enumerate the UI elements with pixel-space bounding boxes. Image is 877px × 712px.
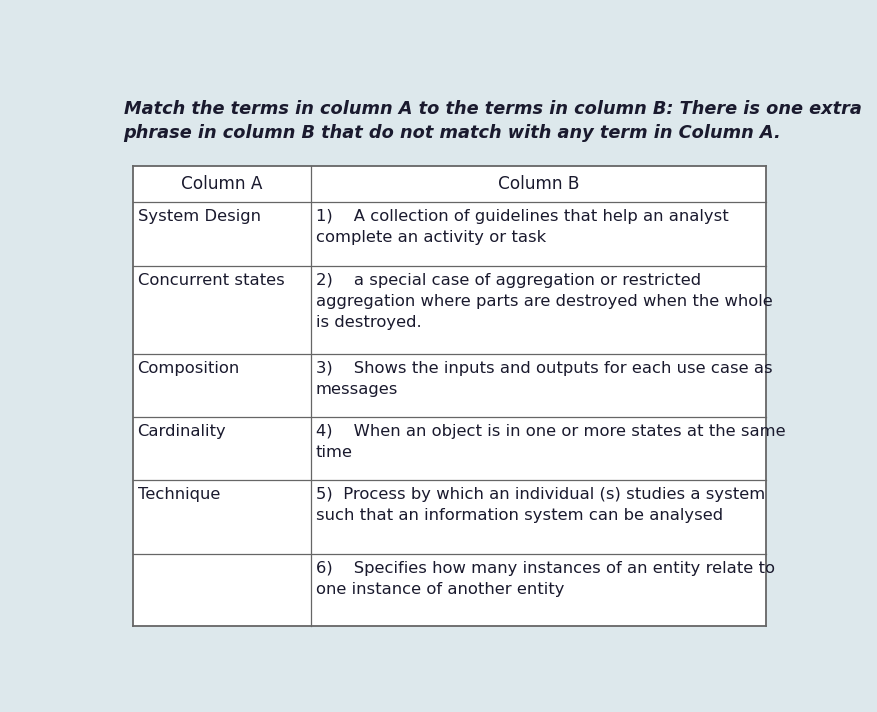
FancyBboxPatch shape: [133, 165, 766, 626]
Text: Technique: Technique: [138, 488, 220, 503]
Text: 1)    A collection of guidelines that help an analyst
complete an activity or ta: 1) A collection of guidelines that help …: [316, 209, 729, 246]
Text: phrase in column B that do not match with any term in Column A.: phrase in column B that do not match wit…: [124, 124, 781, 142]
Text: System Design: System Design: [138, 209, 260, 224]
Text: 6)    Specifies how many instances of an entity relate to
one instance of anothe: 6) Specifies how many instances of an en…: [316, 560, 774, 597]
Text: 2)    a special case of aggregation or restricted
aggregation where parts are de: 2) a special case of aggregation or rest…: [316, 273, 773, 330]
Text: 4)    When an object is in one or more states at the same
time: 4) When an object is in one or more stat…: [316, 424, 786, 460]
Text: Cardinality: Cardinality: [138, 424, 226, 439]
Text: Column A: Column A: [182, 175, 263, 193]
Text: Concurrent states: Concurrent states: [138, 273, 284, 288]
Text: 3)    Shows the inputs and outputs for each use case as
messages: 3) Shows the inputs and outputs for each…: [316, 361, 773, 397]
Text: Match the terms in column A to the terms in column B: There is one extra: Match the terms in column A to the terms…: [124, 100, 861, 118]
Text: Composition: Composition: [138, 361, 239, 376]
Text: Column B: Column B: [498, 175, 580, 193]
Text: 5)  Process by which an individual (s) studies a system
such that an information: 5) Process by which an individual (s) st…: [316, 488, 765, 523]
